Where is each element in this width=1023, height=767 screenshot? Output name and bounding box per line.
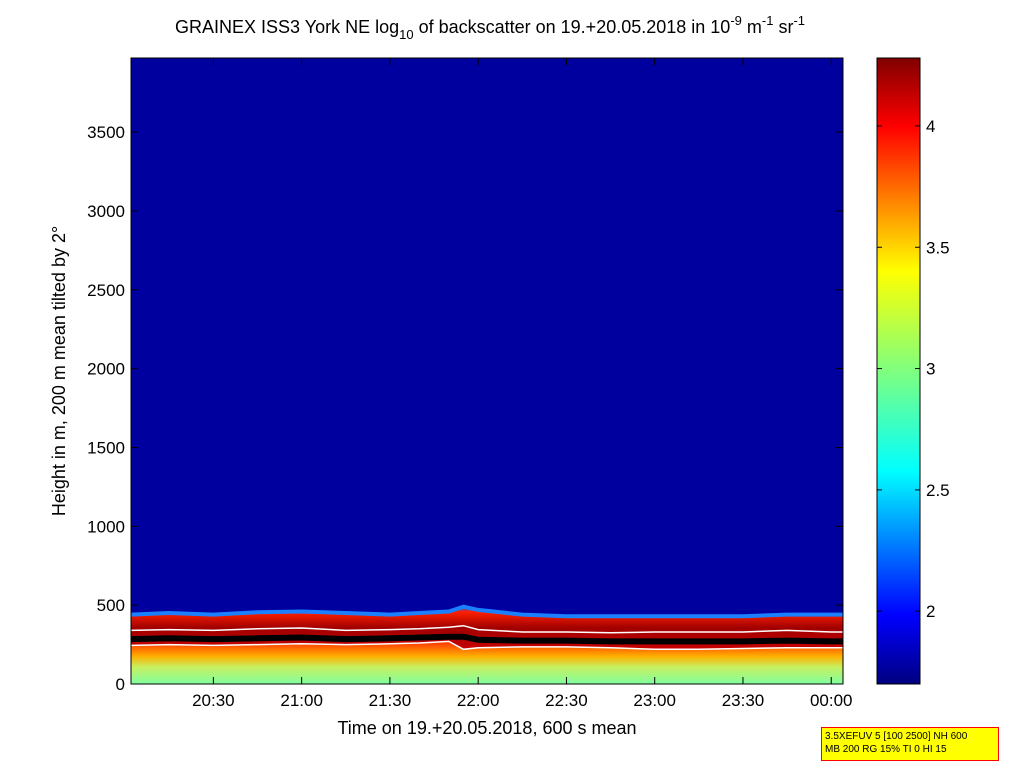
heatmap-background bbox=[131, 58, 843, 684]
colorbar-tick-label: 3 bbox=[926, 360, 935, 379]
x-tick-label: 21:30 bbox=[369, 691, 412, 710]
heatmap-plot-area bbox=[131, 58, 843, 684]
x-tick-label: 22:00 bbox=[457, 691, 500, 710]
info-line-2: MB 200 RG 15% TI 0 HI 15 bbox=[825, 744, 947, 755]
colorbar: 2 2.5 3 3.5 4 bbox=[876, 57, 950, 685]
x-axis: 20:30 21:00 21:30 22:00 22:30 23:00 23:30 00:00 bbox=[192, 58, 853, 710]
x-tick-label: 23:30 bbox=[722, 691, 765, 710]
plot-frame bbox=[130, 57, 844, 685]
x-axis-label: Time on 19.+20.05.2018, 600 s mean bbox=[337, 718, 636, 738]
colorbar-tick-label: 4 bbox=[926, 117, 935, 136]
colorbar-gradient bbox=[876, 57, 921, 685]
x-tick-label: 22:30 bbox=[545, 691, 588, 710]
y-tick-label: 3000 bbox=[87, 202, 125, 221]
y-tick-label: 3500 bbox=[87, 123, 125, 142]
y-tick-label: 0 bbox=[116, 675, 125, 694]
y-tick-label: 1500 bbox=[87, 438, 125, 457]
y-axis-label: Height in m, 200 m mean tilted by 2° bbox=[49, 226, 69, 516]
y-tick-label: 2500 bbox=[87, 281, 125, 300]
info-line-1: 3.5XEFUV 5 [100 2500] NH 600 bbox=[825, 731, 968, 742]
upper-white-line bbox=[131, 624, 843, 634]
y-tick-label: 2000 bbox=[87, 360, 125, 379]
settings-info-box: 3.5XEFUV 5 [100 2500] NH 600 MB 200 RG 1… bbox=[821, 727, 999, 761]
colorbar-tick-label: 2 bbox=[926, 602, 935, 621]
black-boundary-line bbox=[131, 633, 843, 645]
y-tick-label: 500 bbox=[97, 596, 125, 615]
x-tick-label: 00:00 bbox=[810, 691, 853, 710]
colorbar-tick-label: 2.5 bbox=[926, 481, 950, 500]
chart-title: GRAINEX ISS3 York NE log10 of backscatte… bbox=[175, 13, 805, 42]
x-tick-label: 21:00 bbox=[280, 691, 323, 710]
x-tick-label: 20:30 bbox=[192, 691, 235, 710]
lower-white-line bbox=[131, 640, 843, 651]
y-tick-label: 1000 bbox=[87, 517, 125, 536]
layer-top-fringe bbox=[131, 604, 843, 619]
y-axis: 0 500 1000 1500 2000 2500 3000 3500 bbox=[87, 123, 843, 694]
x-tick-label: 23:00 bbox=[633, 691, 676, 710]
colorbar-tick-label: 3.5 bbox=[926, 238, 950, 257]
surface-layer-fill bbox=[131, 641, 843, 684]
